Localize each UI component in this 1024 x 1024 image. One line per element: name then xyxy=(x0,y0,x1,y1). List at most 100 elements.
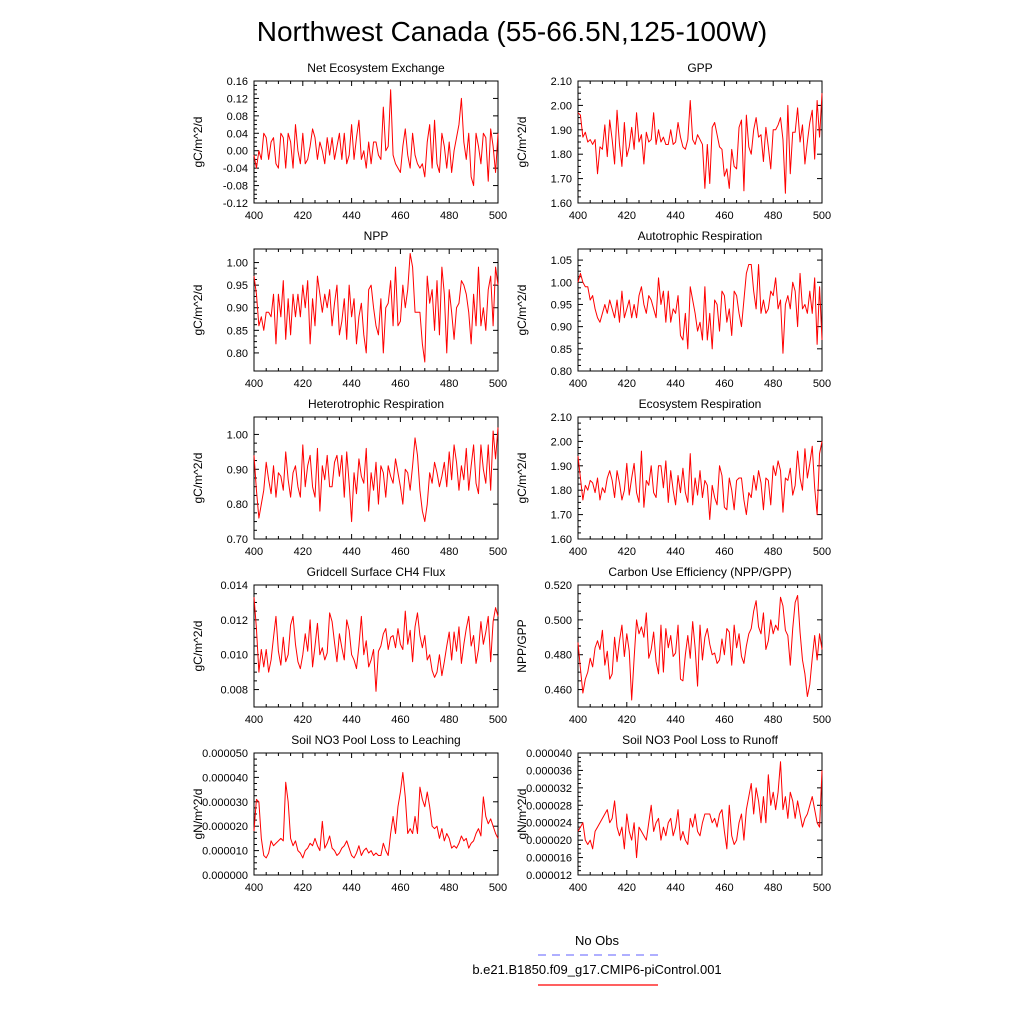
x-tick-label: 400 xyxy=(569,882,587,894)
y-tick-label: 0.80 xyxy=(227,499,248,511)
panel-7: Gridcell Surface CH4 Flux gC/m^2/d 400 420 4… xyxy=(191,565,507,726)
x-tick-label: 480 xyxy=(440,210,458,222)
y-tick-label: 0.04 xyxy=(227,128,248,140)
figure-title: Northwest Canada (55-66.5N,125-100W) xyxy=(257,16,767,47)
x-tick-label: 420 xyxy=(294,714,312,726)
x-tick-label: 500 xyxy=(489,210,507,222)
x-tick-label: 420 xyxy=(294,210,312,222)
x-tick-label: 440 xyxy=(666,210,684,222)
x-tick-label: 460 xyxy=(715,546,733,558)
x-tick-label: 420 xyxy=(618,714,636,726)
x-tick-label: 460 xyxy=(391,210,409,222)
plot-frame xyxy=(253,752,499,876)
y-tick-label: 0.08 xyxy=(227,111,248,123)
x-tick-label: 480 xyxy=(764,378,782,390)
x-tick-label: 500 xyxy=(813,882,831,894)
x-tick-label: 480 xyxy=(440,882,458,894)
x-tick-label: 440 xyxy=(342,714,360,726)
x-tick-label: 400 xyxy=(245,210,263,222)
y-axis-label: gC/m^2/d xyxy=(515,453,529,504)
x-tick-label: 460 xyxy=(715,210,733,222)
series-line xyxy=(577,594,823,701)
panel-5: Heterotrophic Respiration gC/m^2/d 400 420 4… xyxy=(191,397,507,558)
y-tick-label: 2.10 xyxy=(551,412,572,424)
y-tick-label: 0.12 xyxy=(227,93,248,105)
series-line xyxy=(253,427,499,523)
legend-label-model: b.e21.B1850.f09_g17.CMIP6-piControl.001 xyxy=(472,962,721,977)
y-tick-label: 0.000012 xyxy=(526,870,572,882)
x-tick-label: 460 xyxy=(391,714,409,726)
y-tick-label: 1.80 xyxy=(551,485,572,497)
x-tick-label: 440 xyxy=(342,882,360,894)
y-tick-label: 1.90 xyxy=(551,125,572,137)
y-tick-label: 0.000020 xyxy=(526,835,572,847)
panel-title: NPP xyxy=(364,229,389,243)
series-line xyxy=(577,441,823,520)
panel-8: Carbon Use Efficiency (NPP/GPP) NPP/GPP 40… xyxy=(515,565,831,726)
y-tick-label: 0.520 xyxy=(544,580,572,592)
y-tick-label: 0.000040 xyxy=(202,772,248,784)
x-tick-label: 400 xyxy=(569,210,587,222)
y-tick-label: 1.00 xyxy=(551,277,572,289)
y-tick-label: 0.500 xyxy=(544,615,572,627)
x-tick-label: 500 xyxy=(489,546,507,558)
y-tick-label: 1.00 xyxy=(227,429,248,441)
y-tick-label: 1.90 xyxy=(551,461,572,473)
x-tick-label: 500 xyxy=(489,714,507,726)
y-tick-label: 1.80 xyxy=(551,149,572,161)
y-tick-label: 2.10 xyxy=(551,76,572,88)
y-tick-label: 0.000010 xyxy=(202,846,248,858)
y-tick-label: 0.000030 xyxy=(202,797,248,809)
y-tick-label: 0.000050 xyxy=(202,748,248,760)
panel-title: Carbon Use Efficiency (NPP/GPP) xyxy=(608,565,791,579)
panel-9: Soil NO3 Pool Loss to Leaching gN/m^2/d 40… xyxy=(191,733,507,894)
x-tick-label: 460 xyxy=(391,882,409,894)
y-tick-label: 1.70 xyxy=(551,510,572,522)
x-tick-label: 460 xyxy=(715,882,733,894)
series-line xyxy=(577,264,823,354)
x-tick-label: 420 xyxy=(294,882,312,894)
y-axis-label: gN/m^2/d xyxy=(191,789,205,840)
panel-title: Gridcell Surface CH4 Flux xyxy=(307,565,446,579)
y-tick-label: 0.95 xyxy=(551,299,572,311)
y-tick-label: 0.460 xyxy=(544,685,572,697)
y-axis-label: NPP/GPP xyxy=(515,619,529,672)
x-tick-label: 480 xyxy=(440,378,458,390)
y-axis-label: gC/m^2/d xyxy=(515,285,529,336)
y-tick-label: 1.70 xyxy=(551,174,572,186)
plot-frame xyxy=(577,584,823,708)
series-line xyxy=(253,772,499,859)
plot-frame xyxy=(253,248,499,372)
panel-title: Soil NO3 Pool Loss to Runoff xyxy=(622,733,779,747)
panel-4: Autotrophic Respiration gC/m^2/d 400 420 440… xyxy=(515,229,831,390)
x-tick-label: 460 xyxy=(391,378,409,390)
y-tick-label: 0.000032 xyxy=(526,783,572,795)
panel-title: Net Ecosystem Exchange xyxy=(307,61,445,75)
y-tick-label: 0.000000 xyxy=(202,870,248,882)
panel-title: GPP xyxy=(687,61,712,75)
x-tick-label: 440 xyxy=(666,714,684,726)
x-tick-label: 400 xyxy=(245,882,263,894)
y-tick-label: -0.04 xyxy=(223,163,248,175)
y-tick-label: -0.12 xyxy=(223,198,248,210)
x-tick-label: 440 xyxy=(666,882,684,894)
x-tick-label: 500 xyxy=(489,378,507,390)
x-tick-label: 500 xyxy=(813,210,831,222)
y-tick-label: 2.00 xyxy=(551,436,572,448)
panels: Net Ecosystem Exchange gC/m^2/d 400 420 440 4… xyxy=(191,61,831,894)
panel-title: Soil NO3 Pool Loss to Leaching xyxy=(291,733,460,747)
x-tick-label: 440 xyxy=(342,210,360,222)
x-tick-label: 400 xyxy=(569,714,587,726)
x-tick-label: 420 xyxy=(618,378,636,390)
x-tick-label: 460 xyxy=(715,378,733,390)
y-tick-label: 0.008 xyxy=(220,685,248,697)
x-tick-label: 420 xyxy=(618,882,636,894)
y-tick-label: 0.95 xyxy=(227,280,248,292)
x-tick-label: 480 xyxy=(764,546,782,558)
y-tick-label: 0.85 xyxy=(551,344,572,356)
panel-title: Autotrophic Respiration xyxy=(638,229,763,243)
y-axis-label: gN/m^2/d xyxy=(515,789,529,840)
y-tick-label: 0.010 xyxy=(220,650,248,662)
x-tick-label: 480 xyxy=(440,546,458,558)
